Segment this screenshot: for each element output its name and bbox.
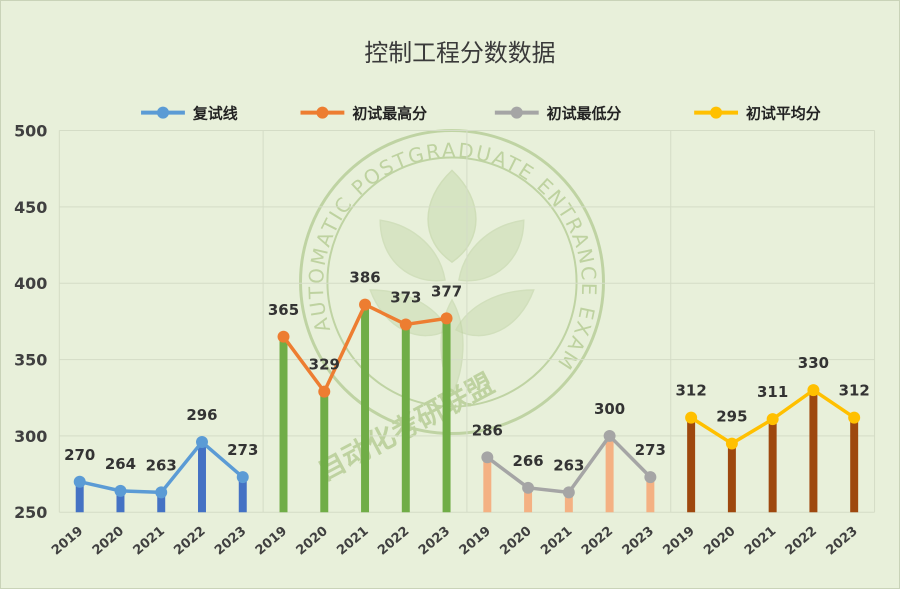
point-复试线-2022 [196, 436, 208, 449]
legend-label: 初试最高分 [352, 105, 427, 123]
y-tick-label: 350 [14, 351, 47, 370]
data-label: 266 [512, 452, 543, 470]
legend-label: 复试线 [192, 105, 238, 123]
data-label: 295 [716, 408, 747, 426]
data-label: 273 [635, 441, 666, 459]
data-label: 312 [676, 382, 707, 400]
y-tick-label: 400 [14, 274, 47, 293]
point-初试最低分-2022 [603, 429, 616, 442]
bars [75, 304, 859, 513]
point-初试最高分-2020 [318, 385, 331, 398]
point-初试最高分-2019 [277, 330, 290, 343]
bar-初试最低分-2019 [483, 457, 492, 513]
legend-label: 初试平均分 [746, 105, 821, 123]
bar-初试最高分-2022 [401, 324, 410, 513]
bar-初试最低分-2020 [524, 487, 533, 513]
data-label: 286 [472, 421, 503, 439]
point-复试线-2023 [236, 471, 249, 484]
point-初试平均分-2021 [766, 413, 779, 426]
data-label: 386 [349, 269, 380, 287]
point-初试最高分-2023 [440, 312, 453, 325]
bar-初试最高分-2019 [279, 336, 288, 513]
point-初试最低分-2021 [562, 486, 575, 499]
legend-label: 初试最低分 [547, 105, 622, 123]
legend-marker-初试最低分 [510, 106, 523, 119]
point-初试平均分-2019 [685, 411, 698, 424]
point-初试平均分-2022 [807, 384, 820, 397]
data-label: 263 [553, 456, 584, 474]
point-初试最低分-2019 [481, 451, 494, 464]
legend: 复试线 初试最高分 初试最低分 初试平均分 [141, 105, 821, 123]
bar-初试平均分-2023 [850, 417, 859, 513]
y-tick-label: 300 [14, 427, 47, 446]
bar-初试平均分-2020 [727, 443, 736, 513]
bar-初试平均分-2019 [687, 417, 696, 513]
y-tick-label: 250 [14, 503, 47, 522]
bar-复试线-2021 [157, 492, 166, 513]
point-初试最高分-2022 [399, 318, 412, 331]
bar-复试线-2019 [75, 481, 84, 513]
y-tick-label: 500 [14, 122, 47, 141]
data-label: 312 [839, 382, 870, 400]
bar-初试最低分-2023 [646, 477, 655, 513]
data-label: 264 [105, 455, 136, 473]
point-初试最高分-2021 [359, 298, 372, 311]
data-label: 296 [186, 406, 217, 424]
point-复试线-2021 [155, 486, 168, 499]
data-label: 300 [594, 400, 625, 418]
bar-初试最高分-2021 [361, 304, 370, 513]
point-初试平均分-2023 [848, 411, 861, 424]
point-复试线-2019 [73, 475, 86, 488]
bar-初试最高分-2023 [442, 318, 451, 513]
bar-初试最低分-2022 [605, 435, 614, 513]
y-axis: 250 300 350 400 450 500 [14, 122, 47, 523]
data-label: 263 [146, 456, 177, 474]
data-label: 270 [64, 446, 95, 464]
data-label: 329 [309, 356, 340, 374]
bar-初试最高分-2020 [320, 391, 329, 513]
point-初试平均分-2020 [725, 437, 738, 450]
data-labels: 270 264 263 296 273 365 329 386 373 377 286 266 263 3… [64, 269, 870, 475]
point-初试最低分-2023 [644, 471, 657, 484]
bar-初试平均分-2021 [768, 419, 777, 513]
bar-复试线-2022 [198, 442, 206, 513]
legend-marker-复试线 [156, 106, 169, 119]
bar-初试最低分-2021 [564, 492, 573, 513]
chart-title: 控制工程分数数据 [364, 39, 555, 67]
bar-初试平均分-2022 [809, 390, 818, 513]
legend-marker-初试平均分 [710, 106, 723, 119]
gridlines [58, 130, 876, 513]
bar-复试线-2020 [116, 490, 125, 513]
bar-复试线-2023 [238, 477, 247, 513]
data-label: 330 [798, 354, 829, 372]
y-tick-label: 450 [14, 198, 47, 217]
data-label: 273 [227, 441, 258, 459]
data-label: 377 [431, 282, 462, 300]
data-label: 365 [268, 301, 299, 319]
legend-marker-初试最高分 [316, 106, 329, 119]
point-初试最低分-2020 [522, 481, 535, 494]
data-label: 311 [757, 383, 788, 401]
point-复试线-2020 [114, 484, 127, 497]
data-label: 373 [390, 289, 421, 307]
points [73, 298, 861, 499]
